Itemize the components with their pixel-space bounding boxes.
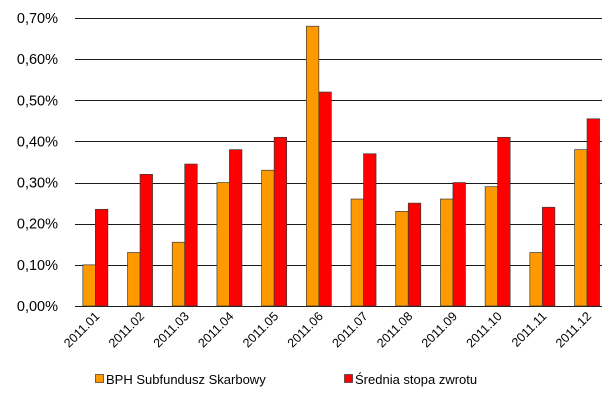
x-tick-label: 2011.10 xyxy=(464,309,505,350)
y-tick-label: 0,20% xyxy=(17,217,58,233)
legend-label: BPH Subfundusz Skarbowy xyxy=(106,372,266,387)
y-tick-label: 0,30% xyxy=(17,176,58,192)
bar-srednia-stopa-zwrotu-2011.10 xyxy=(497,136,511,307)
x-tick-label: 2011.11 xyxy=(509,309,550,350)
bar-bph-subfundusz-skarbowy-2011.04 xyxy=(216,182,230,307)
legend-item-srednia-stopa-zwrotu: Średnia stopa zwrotu xyxy=(344,372,477,387)
bar-srednia-stopa-zwrotu-2011.03 xyxy=(184,163,198,307)
bar-bph-subfundusz-skarbowy-2011.07 xyxy=(350,198,364,307)
bar-srednia-stopa-zwrotu-2011.04 xyxy=(229,149,243,307)
x-tick-label: 2011.04 xyxy=(195,309,236,350)
gridlines xyxy=(75,18,602,307)
y-tick-label: 0,60% xyxy=(17,52,58,68)
legend-item-bph-subfundusz-skarbowy: BPH Subfundusz Skarbowy xyxy=(95,372,266,387)
bar-srednia-stopa-zwrotu-2011.11 xyxy=(541,206,556,307)
x-tick-label: 2011.07 xyxy=(329,309,370,350)
x-axis-tick-labels: 2011.01 2011.02 2011.03 2011.04 2011.05 2011.… xyxy=(61,309,594,350)
bar-bph-subfundusz-skarbowy-2011.05 xyxy=(261,169,275,307)
legend-label: Średnia stopa zwrotu xyxy=(355,372,477,387)
bar-bph-subfundusz-skarbowy-2011.11 xyxy=(529,252,543,307)
bar-srednia-stopa-zwrotu-2011.02 xyxy=(139,173,153,307)
legend: BPH Subfundusz Skarbowy Średnia stopa zw… xyxy=(95,372,477,387)
bar-bph-subfundusz-skarbowy-2011.02 xyxy=(127,252,141,307)
x-tick-label: 2011.01 xyxy=(61,309,102,350)
y-tick-label: 0,50% xyxy=(17,93,58,109)
bar-srednia-stopa-zwrotu-2011.06 xyxy=(318,91,332,307)
x-tick-label: 2011.08 xyxy=(374,309,415,350)
x-tick-label: 2011.02 xyxy=(106,309,147,350)
bar-bph-subfundusz-skarbowy-2011.06 xyxy=(306,25,320,307)
bars xyxy=(82,25,600,307)
bar-srednia-stopa-zwrotu-2011.08 xyxy=(407,202,422,307)
y-tick-label: 0,40% xyxy=(17,134,58,150)
bar-bph-subfundusz-skarbowy-2011.08 xyxy=(395,211,409,307)
bar-bph-subfundusz-skarbowy-2011.09 xyxy=(440,198,454,307)
bar-bph-subfundusz-skarbowy-2011.12 xyxy=(574,149,588,307)
bar-srednia-stopa-zwrotu-2011.01 xyxy=(94,208,109,307)
bar-bph-subfundusz-skarbowy-2011.03 xyxy=(171,241,186,307)
y-tick-label: 0,70% xyxy=(17,11,58,27)
bar-srednia-stopa-zwrotu-2011.09 xyxy=(452,182,466,307)
bar-bph-subfundusz-skarbowy-2011.01 xyxy=(82,264,96,307)
x-tick-label: 2011.09 xyxy=(419,309,460,350)
x-tick-label: 2011.05 xyxy=(240,309,281,350)
y-axis-tick-labels: 0,00% 0,10% 0,20% 0,30% 0,40% 0,50% 0,60% 0,70% xyxy=(17,11,58,315)
legend-swatch-red xyxy=(344,374,353,383)
bar-srednia-stopa-zwrotu-2011.12 xyxy=(586,118,600,307)
x-tick-label: 2011.12 xyxy=(553,309,594,350)
y-tick-label: 0,00% xyxy=(17,299,58,315)
x-tick-label: 2011.06 xyxy=(285,309,326,350)
legend-swatch-orange xyxy=(95,374,104,383)
bar-bph-subfundusz-skarbowy-2011.10 xyxy=(484,186,498,307)
y-tick-label: 0,10% xyxy=(17,258,58,274)
bar-srednia-stopa-zwrotu-2011.07 xyxy=(363,153,377,307)
x-tick-label: 2011.03 xyxy=(151,309,192,350)
bar-srednia-stopa-zwrotu-2011.05 xyxy=(273,136,287,307)
